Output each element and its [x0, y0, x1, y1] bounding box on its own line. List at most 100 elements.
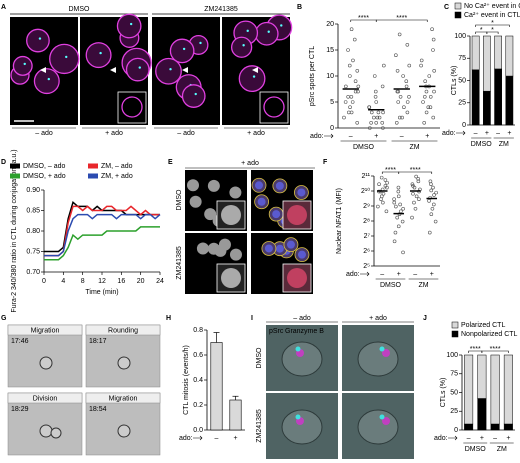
- nucleus: [264, 244, 273, 253]
- micrograph: [7, 324, 83, 388]
- bar-segment: [471, 35, 480, 71]
- nucleus: [187, 179, 199, 192]
- data-point: [373, 95, 378, 99]
- y-tick-label: 100: [454, 33, 466, 40]
- y-tick-label: 25: [458, 100, 466, 107]
- image-group-label: ZM241385: [204, 6, 238, 13]
- condition-label: – ado: [35, 130, 53, 137]
- y-axis-label: CTLs (%): [451, 66, 458, 96]
- data-point: [424, 110, 429, 115]
- micrograph: [7, 392, 83, 456]
- cell: [33, 68, 60, 95]
- data-point: [416, 176, 420, 181]
- y-tick-label: 2¹⁰: [361, 187, 370, 195]
- condition-label: + ado: [105, 130, 123, 137]
- data-point: [346, 48, 350, 52]
- bar-segment: [505, 35, 514, 77]
- data-point: [417, 197, 421, 202]
- x-tick-label: –: [413, 271, 417, 278]
- group-label: ZM: [497, 446, 507, 453]
- data-point: [405, 110, 410, 115]
- nucleus: [207, 242, 220, 255]
- y-tick-label: 2⁵: [363, 263, 370, 270]
- y-tick-label: 0.90: [26, 187, 40, 194]
- data-point: [404, 84, 409, 89]
- data-point: [377, 182, 381, 187]
- x-tick-label: +: [430, 271, 434, 278]
- granzyme: [382, 417, 390, 425]
- x-prefix: ado:: [179, 435, 193, 442]
- psrc-spot: [182, 47, 186, 51]
- psrc: [379, 414, 385, 420]
- data-point: [348, 74, 352, 78]
- inset-cell: [263, 96, 285, 118]
- psrc: [379, 346, 385, 352]
- frame-label-bg: [7, 324, 83, 336]
- data-point: [350, 100, 355, 104]
- data-point: [394, 121, 399, 125]
- data-point: [346, 95, 350, 99]
- data-point: [401, 206, 405, 211]
- y-tick-label: 2⁷: [364, 233, 371, 240]
- data-point: [429, 182, 433, 187]
- data-point: [395, 69, 400, 73]
- significance-bracket: [375, 19, 428, 22]
- y-tick-label: 2⁹: [363, 203, 370, 210]
- data-point: [429, 212, 434, 217]
- panel-letter: G: [1, 315, 7, 322]
- row-label: ZM241385: [256, 409, 263, 443]
- arrowhead: [252, 67, 258, 73]
- significance-label: ****: [385, 167, 396, 174]
- significance-label: ****: [490, 346, 501, 353]
- panel-letter: E: [168, 159, 173, 166]
- data-point: [410, 182, 415, 187]
- data-point: [411, 191, 415, 196]
- bar-segment: [483, 35, 491, 92]
- data-point: [374, 100, 379, 104]
- channel-label: NFAT: [188, 172, 206, 179]
- frame-label: Migration: [109, 395, 138, 402]
- series-line: [44, 226, 160, 261]
- y-tick-label: 50: [450, 389, 458, 396]
- inset-cell: [121, 96, 143, 118]
- nucleus: [229, 248, 242, 261]
- nucleus: [272, 210, 281, 219]
- data-point: [416, 179, 421, 184]
- data-point: [377, 115, 382, 120]
- y-tick-label: 0.4: [193, 377, 203, 384]
- data-point: [407, 63, 412, 68]
- y-tick-label: 0: [462, 122, 466, 129]
- bar: [210, 342, 223, 431]
- psrc-spot: [199, 41, 202, 45]
- legend-label: Ca²⁺ event in CTL: [464, 12, 520, 19]
- y-tick-label: 100: [446, 352, 458, 359]
- y-tick-label: 75: [450, 371, 458, 378]
- arrowhead: [182, 67, 188, 73]
- channel-label: Granzyme B: [285, 328, 324, 335]
- panel-letter: F: [323, 159, 328, 166]
- granzyme: [382, 349, 390, 357]
- y-tick-label: 0.6: [193, 352, 203, 359]
- bar-segment: [503, 423, 513, 431]
- data-point: [405, 100, 410, 104]
- x-tick-label: –: [474, 130, 478, 137]
- column-label: – ado: [293, 315, 311, 322]
- bar-segment: [494, 35, 502, 70]
- data-point: [414, 174, 418, 179]
- cell: [49, 43, 80, 75]
- data-point: [355, 69, 360, 73]
- data-point: [372, 74, 377, 78]
- data-point: [369, 110, 374, 115]
- channel-label: CD45: [290, 172, 308, 179]
- x-tick-label: –: [467, 435, 471, 442]
- arrow: [360, 271, 370, 277]
- legend-label: ZM, – ado: [101, 163, 133, 170]
- data-point: [404, 79, 409, 83]
- data-point: [343, 100, 348, 104]
- x-tick-label: –: [493, 435, 497, 442]
- legend-label: Polarized CTL: [461, 322, 505, 329]
- panel-letter: D: [1, 159, 6, 166]
- data-point: [399, 209, 403, 214]
- bar: [229, 399, 242, 431]
- data-point: [407, 95, 411, 99]
